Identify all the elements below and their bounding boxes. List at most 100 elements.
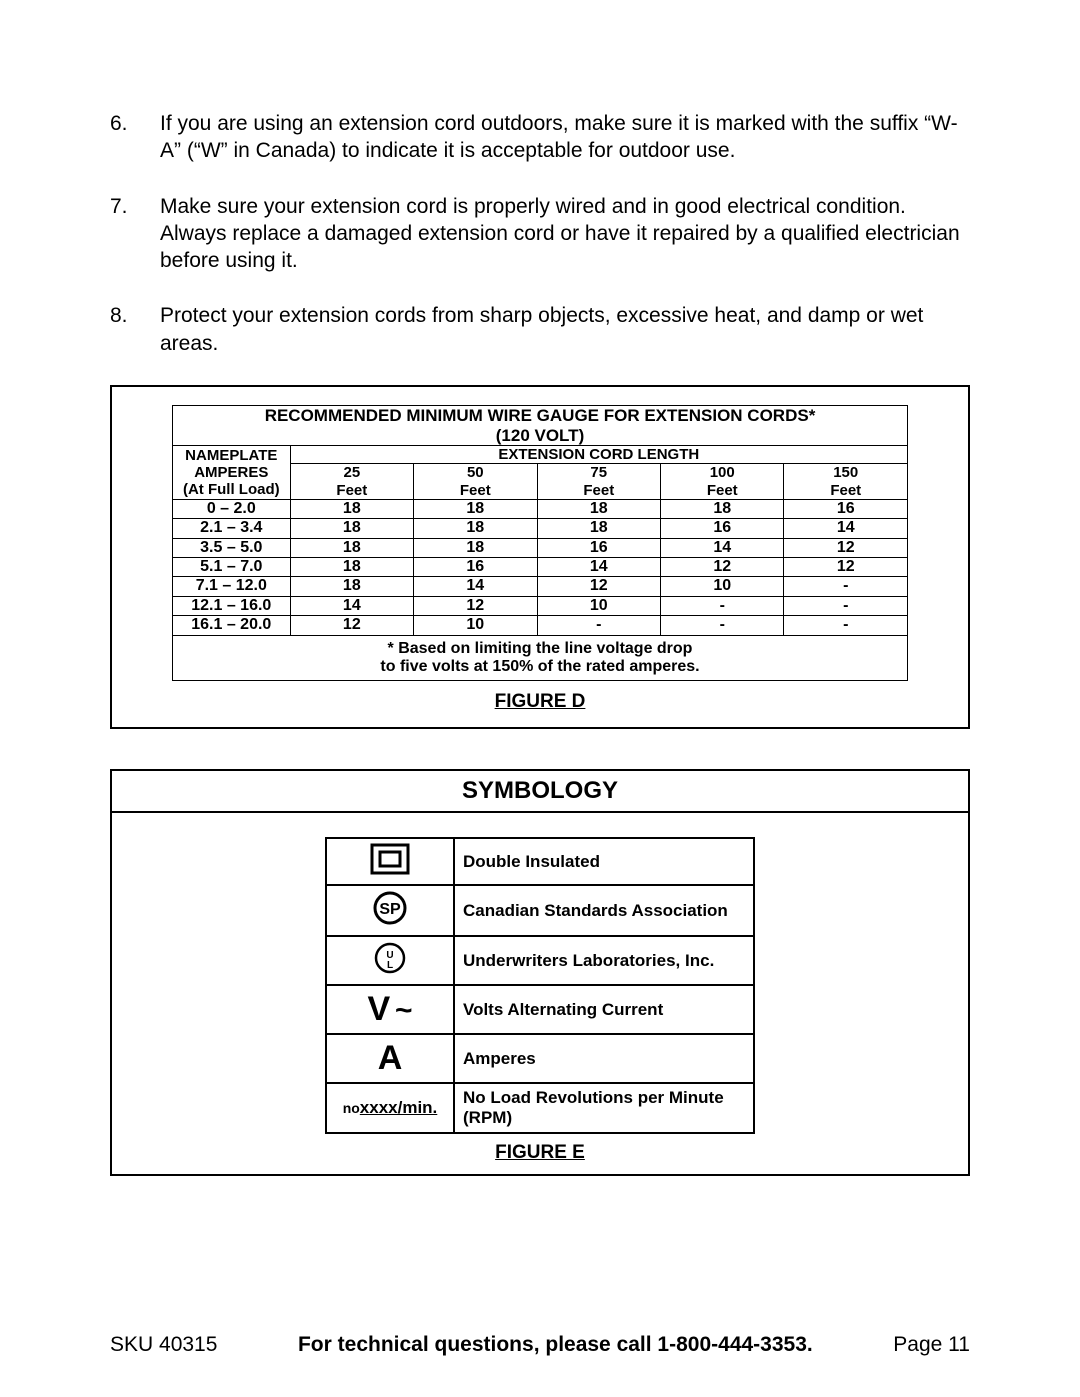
table-row: 2.1 – 3.41818181614 — [173, 519, 908, 538]
gauge-value: 10 — [537, 596, 660, 615]
page-number: Page 11 — [893, 1333, 970, 1357]
amp-range: 7.1 – 12.0 — [173, 577, 291, 596]
list-item: 8. Protect your extension cords from sha… — [110, 302, 970, 357]
table-row: 7.1 – 12.018141210- — [173, 577, 908, 596]
gauge-value: 12 — [784, 558, 908, 577]
gauge-value: 18 — [290, 538, 413, 557]
gauge-value: 14 — [414, 577, 537, 596]
symbol-label: Double Insulated — [454, 838, 754, 885]
vac-icon: V ~ — [326, 985, 454, 1034]
gauge-value: 16 — [414, 558, 537, 577]
gauge-value: 18 — [414, 519, 537, 538]
svg-text:SP: SP — [379, 901, 401, 918]
amp-range: 0 – 2.0 — [173, 499, 291, 518]
table-row: SP Canadian Standards Association — [326, 885, 754, 936]
gauge-value: - — [537, 616, 660, 635]
gauge-value: 12 — [537, 577, 660, 596]
page-footer: SKU 40315 For technical questions, pleas… — [110, 1333, 970, 1357]
gauge-title: RECOMMENDED MINIMUM WIRE GAUGE FOR EXTEN… — [173, 406, 908, 446]
gauge-title-line1: RECOMMENDED MINIMUM WIRE GAUGE FOR EXTEN… — [265, 406, 816, 425]
symbol-label: Underwriters Laboratories, Inc. — [454, 936, 754, 985]
symbology-title: SYMBOLOGY — [110, 769, 970, 813]
list-text: Make sure your extension cord is properl… — [160, 193, 970, 275]
col-length-header: EXTENSION CORD LENGTH — [290, 446, 907, 464]
col-amperes-header: NAMEPLATE AMPERES (At Full Load) — [173, 446, 291, 500]
table-row: 16.1 – 20.01210--- — [173, 616, 908, 635]
table-row: ULUnderwriters Laboratories, Inc. — [326, 936, 754, 985]
gauge-value: 12 — [414, 596, 537, 615]
gauge-footnote: * Based on limiting the line voltage dro… — [173, 635, 908, 681]
double-insulated-icon — [326, 838, 454, 885]
list-text: If you are using an extension cord outdo… — [160, 110, 970, 165]
instruction-list: 6. If you are using an extension cord ou… — [110, 110, 970, 357]
gauge-value: 18 — [290, 499, 413, 518]
symbol-label: Volts Alternating Current — [454, 985, 754, 1034]
gauge-value: 18 — [414, 499, 537, 518]
gauge-value: 18 — [290, 519, 413, 538]
list-number: 8. — [110, 302, 160, 357]
gauge-value: 18 — [537, 519, 660, 538]
gauge-value: - — [784, 596, 908, 615]
table-row: V ~Volts Alternating Current — [326, 985, 754, 1034]
length-header: 25Feet — [290, 464, 413, 500]
table-row: 5.1 – 7.01816141212 — [173, 558, 908, 577]
table-row: 12.1 – 16.0141210-- — [173, 596, 908, 615]
list-number: 6. — [110, 110, 160, 165]
amp-icon: A — [326, 1034, 454, 1083]
gauge-value: 12 — [661, 558, 784, 577]
symbol-label: No Load Revolutions per Minute (RPM) — [454, 1083, 754, 1133]
gauge-value: 18 — [290, 558, 413, 577]
table-row: 3.5 – 5.01818161412 — [173, 538, 908, 557]
list-number: 7. — [110, 193, 160, 275]
rpm-icon: noxxxx/min. — [326, 1083, 454, 1133]
table-row: Double Insulated — [326, 838, 754, 885]
gauge-value: 14 — [661, 538, 784, 557]
table-row: AAmperes — [326, 1034, 754, 1083]
gauge-value: 14 — [784, 519, 908, 538]
symbology-table: Double Insulated SP Canadian Standards Ass… — [325, 837, 755, 1134]
length-header: 75Feet — [537, 464, 660, 500]
gauge-value: 16 — [661, 519, 784, 538]
list-text: Protect your extension cords from sharp … — [160, 302, 970, 357]
gauge-value: 14 — [537, 558, 660, 577]
ul-icon: UL — [326, 936, 454, 985]
wire-gauge-table: RECOMMENDED MINIMUM WIRE GAUGE FOR EXTEN… — [172, 405, 908, 681]
amp-range: 5.1 – 7.0 — [173, 558, 291, 577]
figure-d-box: RECOMMENDED MINIMUM WIRE GAUGE FOR EXTEN… — [110, 385, 970, 729]
gauge-value: 18 — [537, 499, 660, 518]
gauge-title-line2: (120 VOLT) — [496, 426, 584, 445]
table-row: noxxxx/min.No Load Revolutions per Minut… — [326, 1083, 754, 1133]
support-phone: For technical questions, please call 1-8… — [298, 1333, 813, 1357]
length-header: 50Feet — [414, 464, 537, 500]
amp-range: 2.1 – 3.4 — [173, 519, 291, 538]
gauge-value: 10 — [661, 577, 784, 596]
gauge-value: 18 — [414, 538, 537, 557]
amp-range: 16.1 – 20.0 — [173, 616, 291, 635]
gauge-value: 16 — [784, 499, 908, 518]
symbol-label: Amperes — [454, 1034, 754, 1083]
figure-d-caption: FIGURE D — [172, 691, 908, 713]
gauge-value: - — [784, 577, 908, 596]
gauge-value: 16 — [537, 538, 660, 557]
length-header: 100Feet — [661, 464, 784, 500]
gauge-value: 12 — [290, 616, 413, 635]
gauge-value: - — [784, 616, 908, 635]
gauge-value: 10 — [414, 616, 537, 635]
gauge-value: 14 — [290, 596, 413, 615]
gauge-value: - — [661, 616, 784, 635]
amp-range: 12.1 – 16.0 — [173, 596, 291, 615]
gauge-value: 12 — [784, 538, 908, 557]
gauge-value: 18 — [290, 577, 413, 596]
list-item: 6. If you are using an extension cord ou… — [110, 110, 970, 165]
sku-label: SKU 40315 — [110, 1333, 217, 1357]
figure-e-caption: FIGURE E — [112, 1142, 968, 1164]
length-header: 150Feet — [784, 464, 908, 500]
gauge-value: 18 — [661, 499, 784, 518]
table-row: 0 – 2.01818181816 — [173, 499, 908, 518]
list-item: 7. Make sure your extension cord is prop… — [110, 193, 970, 275]
svg-text:L: L — [387, 960, 393, 971]
figure-e-box: Double Insulated SP Canadian Standards Ass… — [110, 813, 970, 1176]
symbol-label: Canadian Standards Association — [454, 885, 754, 936]
gauge-value: - — [661, 596, 784, 615]
amp-range: 3.5 – 5.0 — [173, 538, 291, 557]
